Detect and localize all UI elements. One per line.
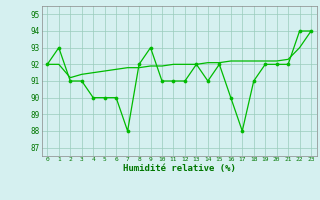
X-axis label: Humidité relative (%): Humidité relative (%) [123, 164, 236, 173]
